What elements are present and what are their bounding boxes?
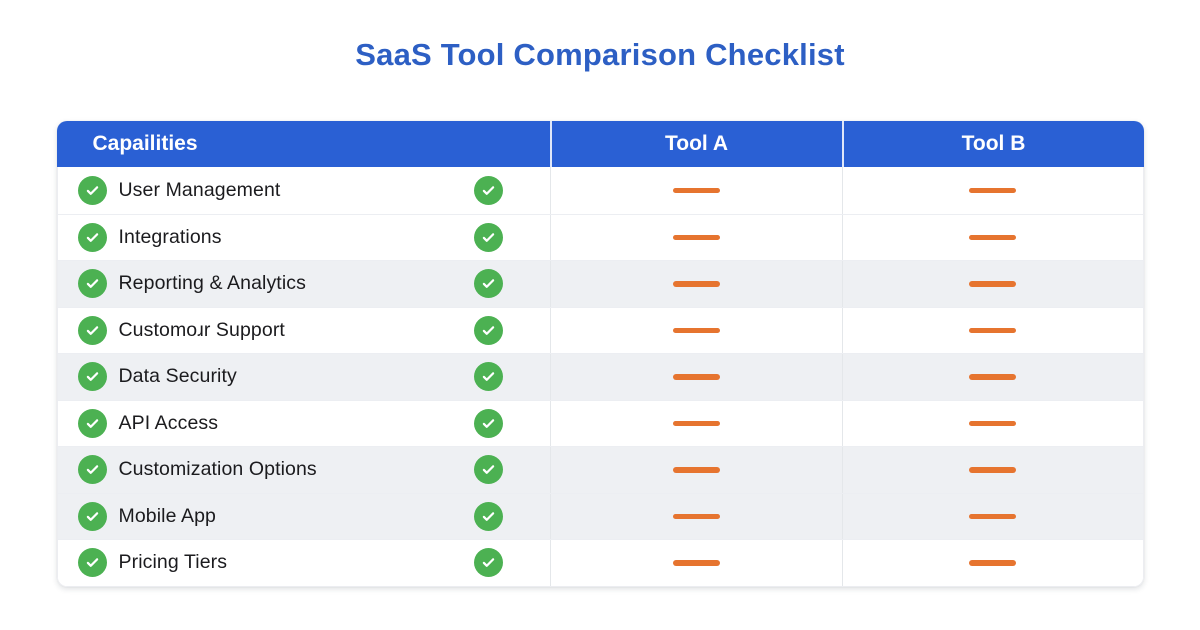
tool-a-cell [549,447,842,493]
tool-b-cell [841,400,1143,446]
capability-label: Pricing Tiers [118,551,228,574]
capability-cell: Customoɹr Support [58,308,550,354]
table-row: Mobile App [57,492,1143,540]
tool-a-cell [549,400,842,446]
check-circle-icon [473,362,503,392]
header-cell-tool-b: Tool B [841,121,1144,167]
check-circle-icon [77,175,107,205]
capability-cell: User Management [58,167,550,214]
check-circle-icon [473,455,503,485]
capability-cell: Reporting & Analytics [58,261,550,307]
check-circle-icon [77,315,107,345]
tool-a-cell [549,261,842,307]
table-row: API Access [57,399,1143,447]
dash-icon [672,420,720,426]
dash-icon [969,420,1016,426]
check-circle-icon [77,455,107,485]
capability-label: Data Security [118,365,237,388]
tool-b-cell [841,167,1143,214]
capability-cell: Integrations [58,215,550,261]
table-row: Reporting & Analytics [57,260,1143,307]
check-circle-icon [77,548,107,578]
tool-b-cell [841,447,1143,493]
capability-cell: Pricing Tiers [58,540,550,586]
dash-icon [672,513,720,519]
tool-b-cell [841,307,1143,353]
dash-icon [969,513,1016,519]
table-row: Customoɹr Support [57,306,1143,354]
check-circle-icon [77,362,107,392]
capability-label: Reporting & Analytics [118,272,306,295]
capability-label: Customoɹr Support [118,318,285,341]
comparison-table: Capailities Tool A Tool B User Managemen… [56,121,1144,587]
check-circle-icon [473,315,503,345]
tool-b-cell [841,493,1143,539]
dash-icon [672,374,720,380]
capability-cell: Mobile App [58,494,550,540]
capability-label: User Management [118,178,281,201]
check-circle-icon [77,408,107,438]
capability-label: Integrations [118,225,222,248]
dash-icon [672,560,720,566]
capability-cell: Data Security [58,354,550,400]
check-circle-icon [473,548,503,578]
check-circle-icon [473,269,503,299]
dash-icon [969,327,1016,333]
tool-b-cell [841,261,1143,307]
page-title: SaaS Tool Comparison Checklist [355,37,845,72]
table-row: Pricing Tiers [57,539,1143,586]
table-header-row: Capailities Tool A Tool B [56,121,1144,167]
dash-icon [969,234,1016,240]
tool-b-cell [841,540,1143,586]
capability-cell: Customization Options [58,447,550,493]
tool-b-cell [841,354,1143,400]
check-circle-icon [77,501,107,531]
table-row: Integrations [57,213,1143,261]
table-row: Data Security [57,353,1143,400]
dash-icon [672,281,720,287]
dash-icon [969,281,1016,287]
tool-a-cell [549,493,842,539]
tool-b-cell [841,214,1143,260]
table-body: User Management Integrations Reporting &… [56,167,1144,587]
check-circle-icon [77,222,107,252]
header-cell-capabilities: Capailities [92,132,198,155]
capability-label: Mobile App [118,504,216,527]
tool-a-cell [549,354,842,400]
dash-icon [672,327,720,333]
check-circle-icon [77,269,107,299]
capability-label: API Access [118,411,219,434]
tool-a-cell [549,214,842,260]
check-circle-icon [473,501,503,531]
dash-icon [969,187,1016,193]
check-circle-icon [473,222,503,252]
tool-a-cell [549,540,842,586]
tool-a-cell [549,167,842,214]
capability-cell: API Access [58,401,550,447]
dash-icon [672,187,720,193]
tool-a-cell [549,307,842,353]
table-row: User Management [57,167,1143,214]
dash-icon [672,467,720,473]
dash-icon [969,467,1016,473]
dash-icon [969,374,1016,380]
dash-icon [969,560,1016,566]
capability-label: Customization Options [118,458,317,481]
table-row: Customization Options [57,446,1143,493]
header-cell-tool-a: Tool A [549,121,842,167]
check-circle-icon [473,408,503,438]
dash-icon [672,234,720,240]
check-circle-icon [473,175,503,205]
